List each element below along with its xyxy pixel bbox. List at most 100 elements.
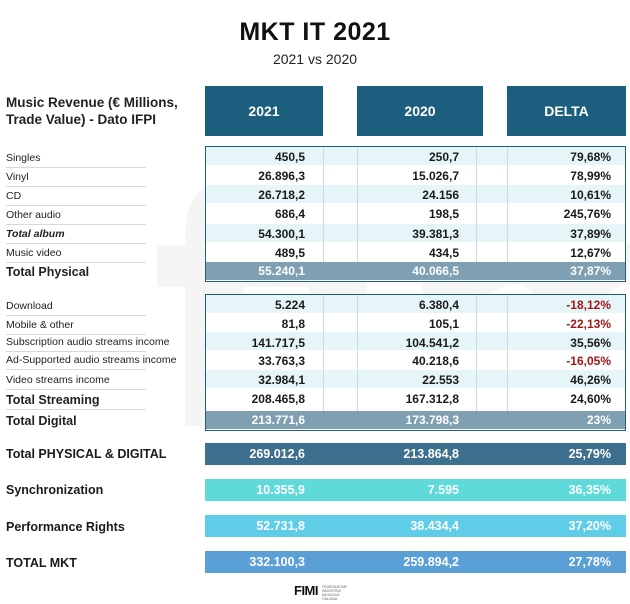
row-stripe: [206, 147, 625, 165]
cell-2020: 7.595: [427, 483, 459, 497]
row-label-synchronization: Synchronization: [6, 483, 104, 497]
cell-2021: 450,5: [274, 150, 305, 164]
cell-2021: 52.731,8: [256, 519, 305, 533]
physical-block: [205, 146, 626, 282]
row-separator: [6, 315, 146, 316]
row-stripe: [206, 224, 625, 242]
cell-2020: 22.553: [422, 373, 459, 387]
row-label-vinyl: Vinyl: [6, 171, 29, 183]
cell-2021: 81,8: [281, 317, 305, 331]
cell-2020: 15.026,7: [412, 169, 459, 183]
row-label-total-physical-digital: Total PHYSICAL & DIGITAL: [6, 447, 167, 461]
cell-2020: 40.218,6: [412, 354, 459, 368]
row-separator: [6, 409, 146, 410]
row-separator: [6, 334, 146, 335]
row-separator: [6, 205, 146, 206]
cell-delta: 12,67%: [570, 246, 611, 260]
column-header-delta: DELTA: [507, 86, 626, 136]
row-label-cd: CD: [6, 190, 22, 202]
row-stripe: [206, 295, 625, 313]
cell-2020: 105,1: [428, 317, 459, 331]
cell-2021: 269.012,6: [249, 447, 305, 461]
cell-delta: -18,12%: [566, 298, 611, 312]
cell-2020: 173.798,3: [405, 413, 459, 427]
page-subtitle: 2021 vs 2020: [272, 51, 358, 67]
cell-2021: 10.355,9: [256, 483, 305, 497]
column-divider: [476, 147, 477, 262]
row-separator: [6, 167, 146, 168]
fimi-logo-subtext: FEDERAZIONE INDUSTRIA MUSICALE ITALIANA: [322, 585, 347, 601]
cell-delta: 245,76%: [563, 207, 611, 221]
cell-delta: 78,99%: [570, 169, 611, 183]
cell-delta: 35,56%: [570, 336, 611, 350]
total-physical-band: [206, 262, 625, 280]
cell-2020: 167.312,8: [405, 392, 459, 406]
cell-delta: 27,78%: [568, 555, 611, 569]
row-separator: [6, 262, 146, 263]
row-separator: [6, 351, 146, 352]
row-label-subscription-audio: Subscription audio streams income: [6, 336, 170, 348]
cell-2020: 259.894,2: [403, 555, 459, 569]
cell-delta: 23%: [586, 413, 611, 427]
row-label-music-video: Music video: [6, 247, 62, 259]
row-label-total-streaming: Total Streaming: [6, 393, 100, 407]
row-stripe: [206, 185, 625, 203]
summary-band: [205, 515, 626, 537]
cell-2021: 5.224: [274, 298, 305, 312]
cell-2020: 198,5: [428, 207, 459, 221]
row-separator: [6, 186, 146, 187]
column-divider: [323, 147, 324, 262]
cell-delta: -22,13%: [566, 317, 611, 331]
row-stripe: [206, 370, 625, 388]
row-label-other-audio: Other audio: [6, 209, 61, 221]
cell-2020: 104.541,2: [405, 336, 459, 350]
row-label-ad-supported-audio: Ad-Supported audio streams income: [6, 354, 177, 366]
cell-2021: 213.771,6: [251, 413, 305, 427]
cell-delta: 24,60%: [570, 392, 611, 406]
row-label-total-album: Total album: [6, 228, 65, 240]
column-divider: [476, 295, 477, 411]
row-separator: [6, 224, 146, 225]
cell-2020: 40.066,5: [412, 264, 459, 278]
cell-2020: 38.434,4: [410, 519, 459, 533]
cell-delta: 37,87%: [570, 264, 611, 278]
cell-delta: 79,68%: [570, 150, 611, 164]
cell-2021: 332.100,3: [249, 555, 305, 569]
column-divider: [507, 295, 508, 411]
cell-delta: 36,35%: [568, 483, 611, 497]
cell-2021: 55.240,1: [258, 264, 305, 278]
fimi-logo: FIMI: [294, 583, 319, 598]
row-label-total-digital: Total Digital: [6, 414, 77, 428]
cell-2020: 24.156: [422, 188, 459, 202]
cell-delta: 10,61%: [570, 188, 611, 202]
total-digital-band: [206, 411, 625, 429]
row-label-mobile-other: Mobile & other: [6, 319, 74, 331]
column-divider: [323, 295, 324, 411]
cell-2021: 32.984,1: [258, 373, 305, 387]
row-stripe: [206, 332, 625, 350]
column-header-2021: 2021: [205, 86, 323, 136]
row-label-video-streams: Video streams income: [6, 374, 110, 386]
cell-delta: 37,89%: [570, 227, 611, 241]
row-label-performance-rights: Performance Rights: [6, 520, 125, 534]
cell-2021: 208.465,8: [251, 392, 305, 406]
row-label-total-physical: Total Physical: [6, 265, 90, 279]
table-header-label: Music Revenue (€ Millions, Trade Value) …: [6, 95, 178, 127]
cell-2020: 39.381,3: [412, 227, 459, 241]
row-separator: [6, 369, 146, 370]
cell-delta: 37,20%: [568, 519, 611, 533]
column-divider: [357, 147, 358, 262]
cell-2020: 213.864,8: [403, 447, 459, 461]
cell-2020: 434,5: [428, 246, 459, 260]
cell-2021: 26.718,2: [258, 188, 305, 202]
cell-2021: 26.896,3: [258, 169, 305, 183]
summary-band: [205, 443, 626, 465]
row-label-total-mkt: TOTAL MKT: [6, 556, 77, 570]
summary-band: [205, 551, 626, 573]
cell-delta: -16,05%: [566, 354, 611, 368]
digital-block: [205, 294, 626, 431]
cell-delta: 25,79%: [568, 447, 611, 461]
column-header-2020: 2020: [357, 86, 483, 136]
cell-delta: 46,26%: [570, 373, 611, 387]
column-divider: [507, 147, 508, 262]
